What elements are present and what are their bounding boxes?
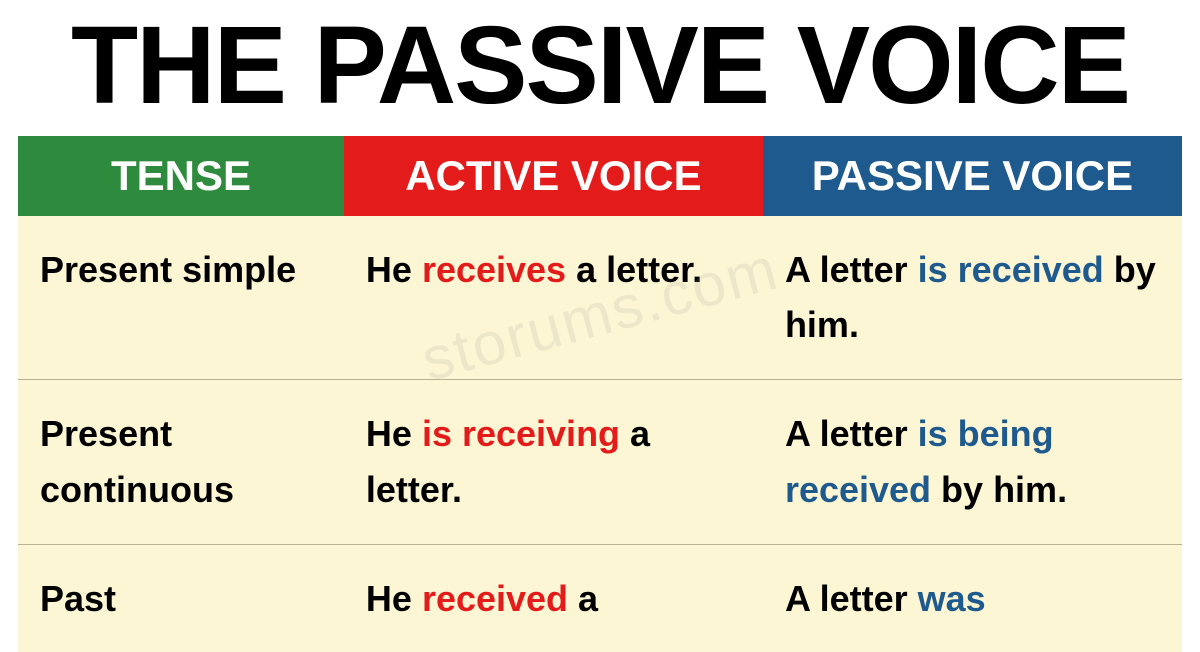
text-pre: He xyxy=(366,578,422,619)
infographic-container: THE PASSIVE VOICE TENSE ACTIVE VOICE PAS… xyxy=(0,0,1200,628)
highlight-red: receives xyxy=(422,249,566,290)
cell-tense: Present simple xyxy=(18,216,344,380)
cell-passive: A letter is being received by him. xyxy=(763,380,1182,544)
table-row: Past He received a A letter was xyxy=(18,545,1182,652)
cell-active: He receives a letter. xyxy=(344,216,763,380)
page-title: THE PASSIVE VOICE xyxy=(18,0,1182,136)
text-pre: A letter xyxy=(785,413,918,454)
text-post: by him. xyxy=(931,469,1067,510)
cell-active: He received a xyxy=(344,545,763,652)
text-pre: He xyxy=(366,249,422,290)
header-active: ACTIVE VOICE xyxy=(344,136,763,216)
cell-tense: Present continuous xyxy=(18,380,344,544)
highlight-red: received xyxy=(422,578,568,619)
cell-tense: Past xyxy=(18,545,344,652)
cell-passive: A letter is received by him. xyxy=(763,216,1182,380)
header-passive: PASSIVE VOICE xyxy=(763,136,1182,216)
table-row: Present simple He receives a letter. A l… xyxy=(18,216,1182,381)
table-row: Present continuous He is receiving a let… xyxy=(18,380,1182,545)
highlight-red: is receiving xyxy=(422,413,620,454)
highlight-blue: was xyxy=(918,578,986,619)
text-pre: A letter xyxy=(785,578,918,619)
table-body: Present simple He receives a letter. A l… xyxy=(18,216,1182,652)
text-pre: He xyxy=(366,413,422,454)
text-pre: A letter xyxy=(785,249,918,290)
table-headers: TENSE ACTIVE VOICE PASSIVE VOICE xyxy=(18,136,1182,216)
cell-passive: A letter was xyxy=(763,545,1182,652)
header-tense: TENSE xyxy=(18,136,344,216)
highlight-blue: is received xyxy=(918,249,1104,290)
cell-active: He is receiving a letter. xyxy=(344,380,763,544)
text-post: a xyxy=(568,578,598,619)
text-post: a letter. xyxy=(566,249,702,290)
